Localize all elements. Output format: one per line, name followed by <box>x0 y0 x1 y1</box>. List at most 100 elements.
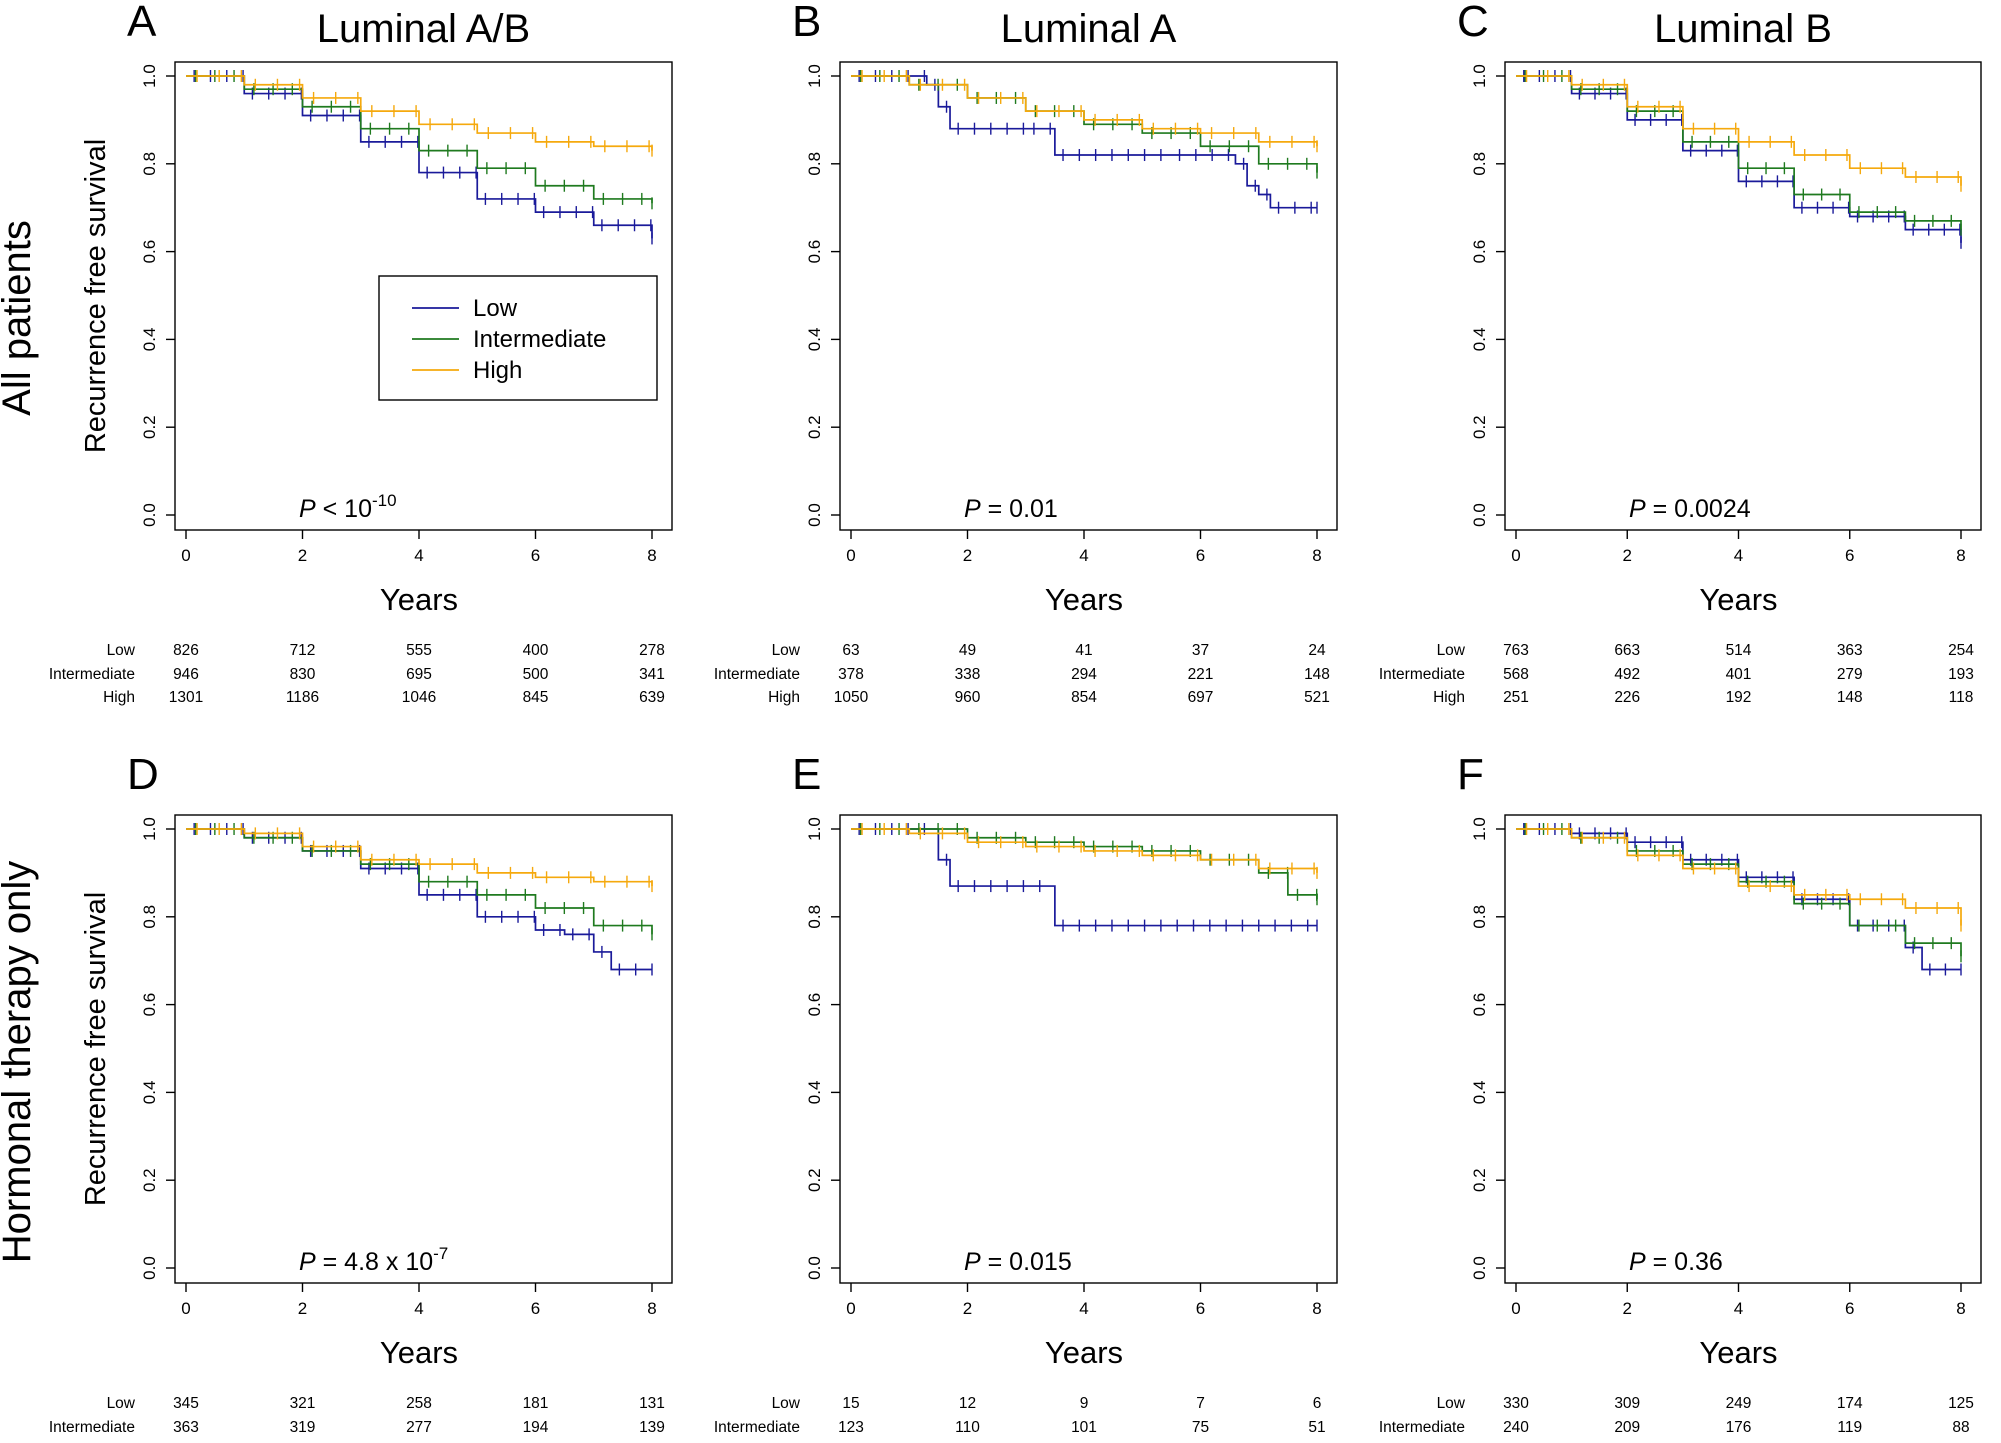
panel-e-curve-intermediate <box>851 828 1318 900</box>
panel-f-censor-marks-high <box>1525 823 1962 932</box>
panel-f-risk-row-label: Low <box>1437 1395 1466 1412</box>
panel-d-risk-row-label: Intermediate <box>49 1419 135 1436</box>
panel-c-risk-value: 763 <box>1503 642 1529 659</box>
panel-b-x-tick-label: 6 <box>1196 546 1205 565</box>
panel-d-curve-intermediate <box>186 828 653 935</box>
panel-c-risk-value: 279 <box>1837 666 1863 683</box>
panel-b-risk-value: 378 <box>838 666 864 683</box>
panel-e-y-tick-label: 0.2 <box>805 1168 824 1192</box>
panel-f-x-tick-label: 4 <box>1734 1299 1743 1318</box>
panel-e-y-tick-label: 0.8 <box>805 905 824 929</box>
panel-d-plot-frame <box>174 814 673 1284</box>
panel-f-curve-intermediate <box>1516 828 1962 957</box>
panel-f-risk-value: 330 <box>1503 1395 1529 1412</box>
panel-c-plot-frame <box>1504 61 1982 531</box>
legend: Low Intermediate High <box>378 275 658 401</box>
panel-e-censor-marks-low <box>858 823 1318 932</box>
panel-f-risk-value: 125 <box>1948 1395 1974 1412</box>
legend-box <box>378 275 658 401</box>
panel-f: F 0 2 4 6 8 Years 0.0 0.2 0.4 0.6 0.8 1.0 P = 0.36 Low… <box>1379 750 1982 1443</box>
panel-a-x-tick-label: 8 <box>647 546 656 565</box>
panel-a-y-axis-title: Recurrence free survival <box>80 139 112 453</box>
panel-d-risk-table: Low 345 321 258 181 131 Intermediate 363 319 277 1… <box>49 1395 665 1443</box>
panel-a-y-tick-label: 0.2 <box>140 415 159 439</box>
panel-a-risk-value: 278 <box>639 642 665 659</box>
panel-d-risk-value: 363 <box>173 1419 199 1436</box>
panel-d-y-tick-label: 0.8 <box>140 905 159 929</box>
legend-label-low: Low <box>473 295 518 322</box>
panel-f-risk-value: 176 <box>1726 1419 1752 1436</box>
panel-d-x-tick-label: 2 <box>298 1299 307 1318</box>
panel-a-risk-value: 500 <box>523 666 549 683</box>
panel-d-risk-value: 181 <box>523 1395 549 1412</box>
panel-b-risk-row-label: High <box>768 689 800 706</box>
panel-c-x-tick-label: 0 <box>1511 546 1520 565</box>
panel-d-risk-value: 277 <box>406 1419 432 1436</box>
panel-c-y-tick-label: 0.4 <box>1470 328 1489 352</box>
panel-b-y-tick-label: 0.6 <box>805 240 824 264</box>
panel-c-x-tick-label: 2 <box>1623 546 1632 565</box>
panel-f-curve-high <box>1516 828 1962 926</box>
panel-c-risk-value: 514 <box>1726 642 1752 659</box>
panel-b: B Luminal A0 2 4 6 8Years0.00.20.40.60.81.0P … <box>714 0 1338 706</box>
panel-e-risk-value: 75 <box>1192 1419 1209 1436</box>
panel-c-risk-value: 192 <box>1726 689 1752 706</box>
panel-a-risk-value: 1046 <box>402 689 436 706</box>
panel-b-y-tick-label: 1.0 <box>805 64 824 88</box>
panel-a-risk-value: 946 <box>173 666 199 683</box>
panel-d-y-tick-label: 0.2 <box>140 1168 159 1192</box>
panel-b-x-tick-label: 8 <box>1312 546 1321 565</box>
panel-b-x-tick-label: 4 <box>1079 546 1088 565</box>
panel-d-risk-value: 139 <box>639 1419 665 1436</box>
panel-b-risk-value: 1050 <box>834 689 869 706</box>
panel-a-risk-value: 1186 <box>286 689 319 706</box>
panel-c-risk-value: 193 <box>1948 666 1974 683</box>
panel-a-x-axis-title: Years <box>380 582 458 617</box>
panel-f-risk-value: 119 <box>1837 1419 1862 1436</box>
panel-a-censor-marks-high <box>196 70 653 157</box>
panel-c-risk-row-label: High <box>1433 689 1465 706</box>
panel-f-risk-value: 240 <box>1503 1419 1529 1436</box>
panel-b-risk-value: 49 <box>959 642 976 659</box>
panel-a-risk-value: 400 <box>523 642 549 659</box>
panel-f-letter: F <box>1457 750 1484 799</box>
panel-c-censor-marks-intermediate <box>1524 70 1962 236</box>
panel-a-y-tick-label: 0.8 <box>140 152 159 176</box>
panel-a-y-tick-label: 0.4 <box>140 328 159 352</box>
panel-c-y-tick-label: 0.0 <box>1470 503 1489 527</box>
panel-e-y-tick-label: 1.0 <box>805 817 824 841</box>
panel-d-risk-value: 345 <box>173 1395 199 1412</box>
panel-c-risk-row-label: Intermediate <box>1379 666 1465 683</box>
panel-a-curve-low <box>186 75 653 239</box>
panel-e-risk-row-label: Low <box>772 1395 801 1412</box>
panel-f-y-tick-label: 0.8 <box>1470 905 1489 929</box>
panel-c-x-axis-title: Years <box>1699 582 1777 617</box>
panel-a-x-tick-label: 2 <box>298 546 307 565</box>
panel-a-subtype-title: Luminal A/B <box>317 7 530 51</box>
panel-b-risk-value: 338 <box>955 666 981 683</box>
panel-e-risk-value: 9 <box>1080 1395 1089 1412</box>
panel-c-curve-intermediate <box>1516 75 1962 230</box>
panel-d-x-tick-label: 6 <box>531 1299 540 1318</box>
panel-b-risk-value: 854 <box>1071 689 1097 706</box>
panel-b-curve-low <box>851 75 1317 209</box>
panel-f-risk-value: 174 <box>1837 1395 1863 1412</box>
panel-b-risk-value: 37 <box>1192 642 1209 659</box>
panel-d-censor-marks-high <box>196 823 653 893</box>
panel-b-x-axis-title: Years <box>1045 582 1123 617</box>
panel-c-y-tick-label: 0.6 <box>1470 240 1489 264</box>
panel-f-risk-table: Low 330 309 249 174 125 Intermediate 240 209 176 1… <box>1379 1395 1974 1443</box>
panel-d-y-tick-label: 0.4 <box>140 1081 159 1105</box>
panel-b-risk-value: 148 <box>1304 666 1330 683</box>
panel-d-x-tick-label: 4 <box>414 1299 423 1318</box>
panel-f-risk-value: 88 <box>1952 1419 1969 1436</box>
panel-f-x-tick-label: 8 <box>1956 1299 1965 1318</box>
panel-a-curve-intermediate <box>186 75 653 204</box>
row-label-hormonal-therapy: Hormonal therapy only <box>0 861 39 1263</box>
panel-e-risk-value: 6 <box>1313 1395 1322 1412</box>
panel-f-x-tick-label: 2 <box>1623 1299 1632 1318</box>
panel-d-x-tick-label: 8 <box>647 1299 656 1318</box>
panel-c-subtype-title: Luminal B <box>1654 7 1832 51</box>
panel-c-risk-value: 568 <box>1503 666 1529 683</box>
panel-b-x-tick-label: 2 <box>963 546 972 565</box>
